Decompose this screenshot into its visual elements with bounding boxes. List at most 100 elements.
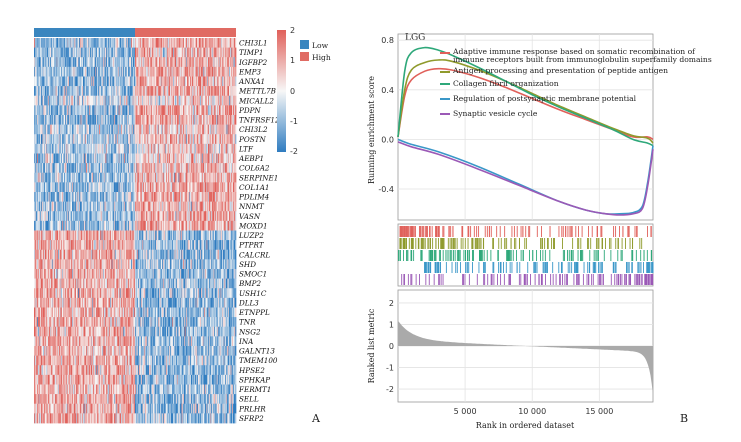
rank-y-tick-label: -1 <box>386 364 394 373</box>
es-y-tick-label: 0.0 <box>381 135 394 144</box>
color-scale-bar <box>277 30 286 152</box>
heatmap-row <box>34 307 237 318</box>
rank-y-tick-label: 2 <box>389 299 394 308</box>
heatmap-row <box>34 269 237 279</box>
legend-swatch-high <box>300 52 309 61</box>
rank-x-tick-label: 5 000 <box>454 407 477 416</box>
heatmap-row <box>34 355 237 366</box>
heatmap-row <box>34 95 237 106</box>
gene-label: ANXA1 <box>238 77 265 86</box>
panel-label-b: B <box>680 412 688 425</box>
gsea-title: LGG <box>405 33 425 43</box>
heatmap-row <box>34 240 237 251</box>
heatmap-row <box>34 76 237 87</box>
rank-x-tick-label: 15 000 <box>585 407 613 416</box>
hit-track-2 <box>398 250 653 261</box>
gene-label: CALCRL <box>239 250 270 259</box>
color-scale-tick: 2 <box>290 26 295 35</box>
gene-label: INA <box>238 337 253 346</box>
color-scale-tick: -2 <box>290 147 298 156</box>
gene-label: SPHKAP <box>239 375 270 384</box>
legend-label-antigen: Antigen processing and presentation of p… <box>452 66 668 75</box>
heatmap-row <box>34 346 237 356</box>
heatmap-row <box>34 249 237 260</box>
rank-x-axis-label: Rank in ordered dataset <box>476 421 575 430</box>
es-curve-2 <box>397 46 654 147</box>
gene-label: AEBP1 <box>238 154 264 163</box>
gene-label: SMOC1 <box>239 270 267 279</box>
es-curves <box>397 46 654 216</box>
gene-label: ETNPPL <box>238 308 270 317</box>
heatmap-row <box>34 278 237 289</box>
rank-x-ticks: 5 000 10 000 15 000 <box>454 407 614 416</box>
legend-label-collagen: Collagen fibril organization <box>453 79 559 88</box>
heatmap-row <box>34 317 237 328</box>
rank-y-ticks: 2 1 0 -1 -2 <box>386 299 394 394</box>
gene-label: USH1C <box>239 289 267 298</box>
es-gridlines <box>398 34 653 220</box>
legend-label-vesicle: Synaptic vesicle cycle <box>453 109 538 118</box>
panel-label-a: A <box>311 412 321 425</box>
rank-x-tick-label: 10 000 <box>518 407 546 416</box>
gene-label: SHD <box>239 260 256 269</box>
heatmap-row <box>34 105 237 116</box>
hit-track-4 <box>401 274 654 285</box>
gene-label: VASN <box>239 212 261 221</box>
es-legend: Adaptive immune response based on somati… <box>440 47 712 118</box>
gene-label: EMP3 <box>238 67 261 76</box>
gene-label: NNMT <box>238 202 265 211</box>
heatmap-row <box>34 230 237 241</box>
gene-label: NSG2 <box>238 327 261 336</box>
heatmap-row <box>34 153 237 164</box>
heatmap-panel: CHI3L1TIMP1IGFBP2EMP3ANXA1METTL7BMICALL2… <box>34 26 331 425</box>
gene-label: LTF <box>238 144 254 153</box>
gene-label: PDLIM4 <box>238 193 270 202</box>
es-y-axis-label: Running enrichment score <box>367 76 376 184</box>
legend-label-low: Low <box>312 41 329 50</box>
gene-label: DLL3 <box>238 298 259 307</box>
gene-label: COL6A2 <box>239 164 270 173</box>
color-scale-tick: 0 <box>290 87 295 96</box>
hit-track-0 <box>399 226 652 237</box>
heatmap-row <box>34 220 237 231</box>
heatmap-row <box>34 365 237 376</box>
legend-label-adaptive: Adaptive immune response based on somati… <box>452 47 712 64</box>
gene-label: COL1A1 <box>239 183 270 192</box>
gene-labels: CHI3L1TIMP1IGFBP2EMP3ANXA1METTL7BMICALL2… <box>238 39 285 423</box>
rank-y-tick-label: 1 <box>389 320 394 329</box>
gene-label: CHI3L1 <box>239 39 268 48</box>
rank-y-axis-label: Ranked list metric <box>367 308 376 383</box>
heatmap-row <box>34 403 237 414</box>
es-y-tick-label: 0.4 <box>381 86 394 95</box>
legend-label-high: High <box>312 53 331 62</box>
gene-label: FERMT1 <box>238 385 271 394</box>
gene-label: CHI3L2 <box>239 125 268 134</box>
rank-y-tick-label: -2 <box>386 385 394 394</box>
heatmap-row <box>34 288 237 299</box>
gene-label: TNR <box>239 318 256 327</box>
hit-tracks-frame <box>397 223 654 287</box>
gene-label: IGFBP2 <box>238 58 268 67</box>
heatmap-row <box>34 163 237 174</box>
heatmap-row <box>34 86 237 97</box>
heatmap-row <box>34 124 237 135</box>
heatmap-row <box>34 384 237 395</box>
gene-label: TMEM100 <box>239 356 278 365</box>
legend-swatch-low <box>300 40 309 49</box>
heatmap-row <box>34 47 237 58</box>
heatmap-row <box>34 192 237 202</box>
gene-label: BMP2 <box>238 279 261 288</box>
es-plot-frame <box>397 33 654 221</box>
gene-label: SELL <box>239 395 259 404</box>
group-bar-low <box>34 28 135 37</box>
heatmap-row <box>34 201 237 212</box>
gene-hit-tracks <box>398 226 654 285</box>
heatmap-row <box>34 326 237 337</box>
es-y-tick-label: 0.8 <box>381 36 394 45</box>
heatmap-row <box>34 394 237 405</box>
color-scale-tick: -1 <box>290 117 298 126</box>
gene-label: TNFRSF12A <box>239 116 285 125</box>
heatmap-row <box>34 57 237 68</box>
heatmap-row <box>34 134 237 145</box>
